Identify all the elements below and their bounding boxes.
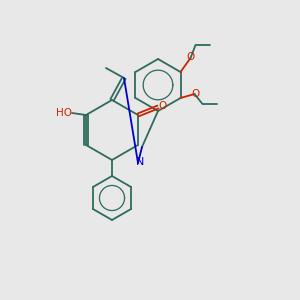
Text: N: N [136, 157, 144, 167]
Text: HO: HO [56, 108, 72, 118]
Text: O: O [159, 101, 167, 111]
Text: O: O [186, 52, 195, 62]
Text: O: O [191, 89, 200, 99]
